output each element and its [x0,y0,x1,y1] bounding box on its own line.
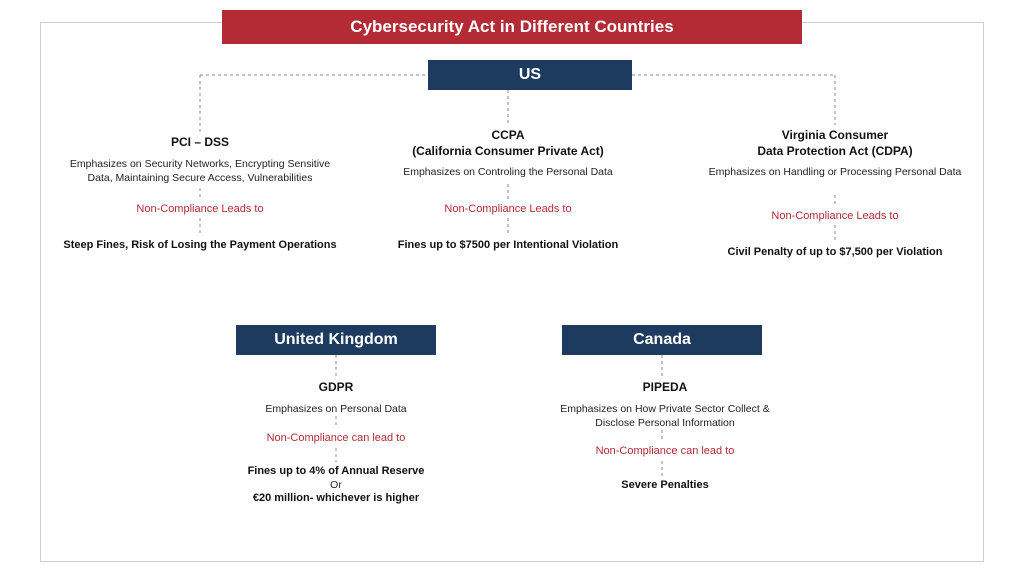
law-ccpa-title-l2: (California Consumer Private Act) [412,144,604,158]
law-cdpa-title-l1: Virginia Consumer [782,128,888,142]
law-gdpr-penalty-l1: Fines up to 4% of Annual Reserve [206,464,466,479]
country-us-box: US [428,60,632,90]
law-pipeda-nc: Non-Compliance can lead to [540,441,790,461]
law-pipeda-block: PIPEDA Emphasizes on How Private Sector … [540,380,790,430]
law-pci-emphasis: Emphasizes on Security Networks, Encrypt… [60,157,340,185]
law-pci-nc: Non-Compliance Leads to [60,199,340,219]
law-cdpa-penalty-block: Civil Penalty of up to $7,500 per Violat… [700,245,970,260]
law-cdpa-nc: Non-Compliance Leads to [700,206,970,226]
law-gdpr-emphasis: Emphasizes on Personal Data [206,402,466,416]
country-us-label: US [519,66,541,84]
law-cdpa-penalty: Civil Penalty of up to $7,500 per Violat… [700,245,970,260]
law-pci-nc-label: Non-Compliance Leads to [60,203,340,215]
law-gdpr-title: GDPR [206,380,466,396]
main-title-banner: Cybersecurity Act in Different Countries [222,10,802,44]
law-cdpa-title: Virginia Consumer Data Protection Act (C… [700,128,970,159]
law-ccpa-penalty-block: Fines up to $7500 per Intentional Violat… [378,238,638,253]
law-ccpa-title-l1: CCPA [491,128,524,142]
law-gdpr-nc-label: Non-Compliance can lead to [206,432,466,444]
law-ccpa-nc-label: Non-Compliance Leads to [378,203,638,215]
law-pci-penalty: Steep Fines, Risk of Losing the Payment … [60,238,340,253]
law-gdpr-penalty-l2: €20 million- whichever is higher [206,491,466,506]
law-ccpa-nc: Non-Compliance Leads to [378,199,638,219]
law-ccpa-emphasis: Emphasizes on Controling the Personal Da… [378,165,638,179]
law-gdpr-nc: Non-Compliance can lead to [206,428,466,448]
law-ccpa-title: CCPA (California Consumer Private Act) [378,128,638,159]
law-gdpr-block: GDPR Emphasizes on Personal Data [206,380,466,416]
law-cdpa-emphasis: Emphasizes on Handling or Processing Per… [700,165,970,179]
law-cdpa-title-l2: Data Protection Act (CDPA) [757,144,912,158]
main-title: Cybersecurity Act in Different Countries [350,17,673,37]
law-pci-penalty-block: Steep Fines, Risk of Losing the Payment … [60,238,340,253]
law-ccpa-block: CCPA (California Consumer Private Act) E… [378,128,638,179]
law-gdpr-or: Or [206,479,466,491]
diagram-frame [40,22,984,562]
law-pipeda-penalty-block: Severe Penalties [540,478,790,493]
country-uk-label: United Kingdom [274,331,398,349]
country-ca-label: Canada [633,331,691,349]
law-pipeda-nc-label: Non-Compliance can lead to [540,445,790,457]
law-cdpa-block: Virginia Consumer Data Protection Act (C… [700,128,970,179]
country-ca-box: Canada [562,325,762,355]
law-cdpa-nc-label: Non-Compliance Leads to [700,210,970,222]
law-gdpr-penalty-block: Fines up to 4% of Annual Reserve Or €20 … [206,464,466,506]
law-pipeda-penalty: Severe Penalties [540,478,790,493]
law-pci-title: PCI – DSS [60,135,340,151]
law-ccpa-penalty: Fines up to $7500 per Intentional Violat… [378,238,638,253]
law-pci-block: PCI – DSS Emphasizes on Security Network… [60,135,340,185]
law-pipeda-emphasis: Emphasizes on How Private Sector Collect… [540,402,790,430]
country-uk-box: United Kingdom [236,325,436,355]
law-pipeda-title: PIPEDA [540,380,790,396]
